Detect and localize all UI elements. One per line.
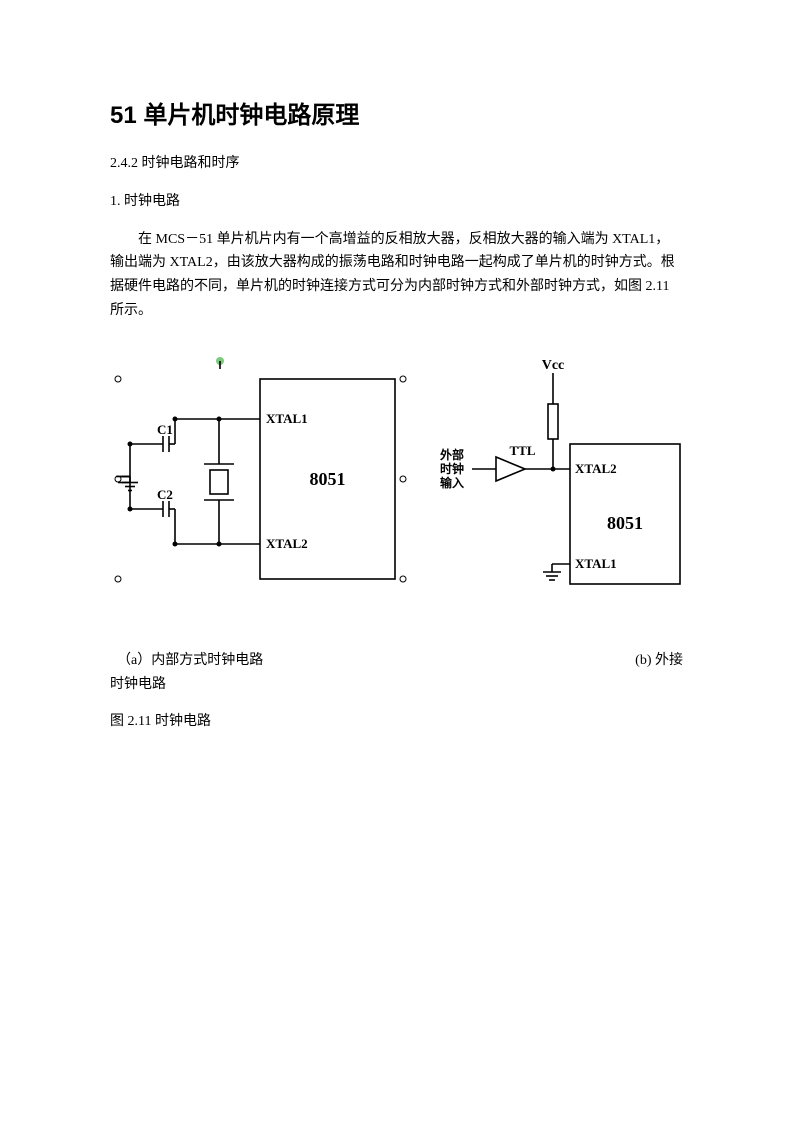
page-title: 51 单片机时钟电路原理 xyxy=(110,95,683,130)
subsection-heading: 1. 时钟电路 xyxy=(110,190,683,214)
svg-text:C2: C2 xyxy=(157,487,173,502)
svg-text:XTAL2: XTAL2 xyxy=(575,461,617,476)
svg-text:8051: 8051 xyxy=(607,513,643,533)
svg-text:外部: 外部 xyxy=(440,447,464,462)
svg-text:XTAL1: XTAL1 xyxy=(266,411,308,426)
caption-b: (b) 外接 xyxy=(635,649,683,673)
clock-circuit-diagram: 8051 XTAL1 XTAL2 C1 C2 8051 XTAL2 XTAL1 Vcc TTL 外部… xyxy=(110,349,683,619)
figure-label: 图 2.11 时钟电路 xyxy=(110,710,683,730)
section-heading: 2.4.2 时钟电路和时序 xyxy=(110,152,683,176)
svg-text:输入: 输入 xyxy=(440,475,464,490)
subfigure-captions: （a）内部方式时钟电路 (b) 外接 xyxy=(110,649,683,673)
subsection-text: 1. 时钟电路 xyxy=(110,194,180,209)
svg-text:时钟: 时钟 xyxy=(440,461,464,476)
caption-a: （a）内部方式时钟电路 xyxy=(110,653,263,668)
svg-text:TTL: TTL xyxy=(509,443,535,458)
body-paragraph: 在 MCS－51 单片机片内有一个高增益的反相放大器，反相放大器的输入端为 XT… xyxy=(110,228,683,323)
svg-text:XTAL2: XTAL2 xyxy=(266,536,308,551)
svg-text:C1: C1 xyxy=(157,422,173,437)
section-number: 2.4.2 时钟电路和时序 xyxy=(110,156,240,171)
svg-text:XTAL1: XTAL1 xyxy=(575,556,617,571)
svg-text:8051: 8051 xyxy=(310,469,346,489)
caption-b-line2: 时钟电路 xyxy=(110,673,683,697)
svg-text:Vcc: Vcc xyxy=(542,358,565,373)
